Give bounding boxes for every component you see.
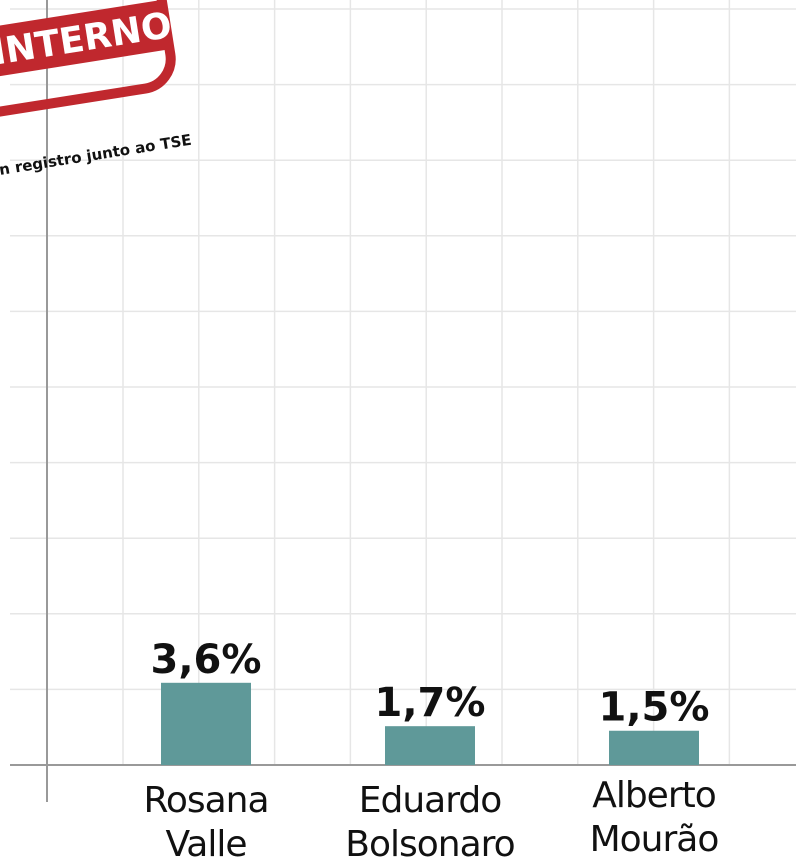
value-label: 1,7% (375, 680, 486, 726)
stamp: INTERNO (0, 0, 176, 118)
value-label: 1,5% (599, 685, 710, 731)
note: n registro junto ao TSE (0, 131, 193, 179)
stamp-band (0, 0, 170, 81)
bar (161, 682, 251, 765)
value-label: 3,6% (151, 637, 262, 683)
x-tick-label: Eduardo Bolsonaro (345, 780, 515, 865)
bar (609, 730, 699, 765)
x-tick-label: Alberto Mourão (589, 775, 720, 860)
x-tick-label: Rosana Valle (143, 780, 269, 865)
grid (10, 0, 796, 766)
bar (385, 726, 475, 765)
